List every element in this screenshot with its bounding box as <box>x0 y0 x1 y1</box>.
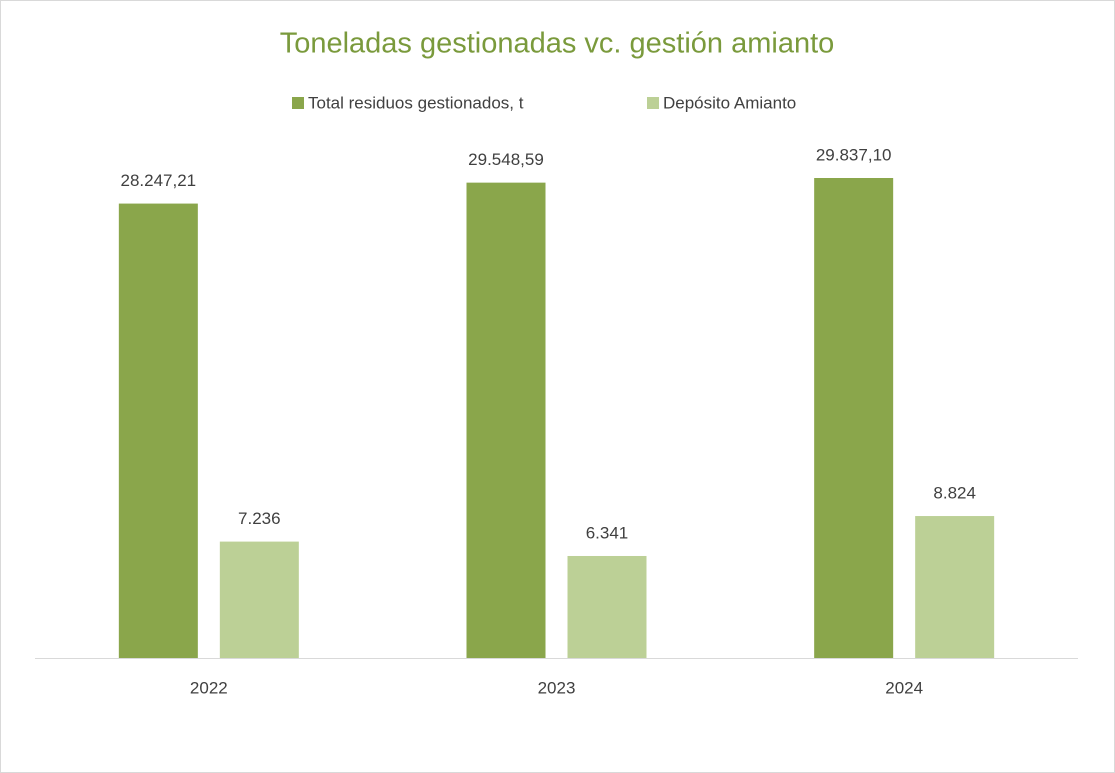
chart-title: Toneladas gestionadas vc. gestión amiant… <box>280 28 835 60</box>
legend-swatch <box>292 97 304 109</box>
legend-label: Total residuos gestionados, t <box>308 93 524 112</box>
bar <box>567 555 647 658</box>
x-tick-label: 2024 <box>885 678 923 697</box>
data-label: 29.837,10 <box>816 145 892 164</box>
x-tick-label: 2022 <box>190 678 228 697</box>
bar <box>118 203 198 658</box>
bar <box>915 516 995 658</box>
data-label: 28.247,21 <box>121 171 197 190</box>
data-label: 7.236 <box>238 509 281 528</box>
legend-label: Depósito Amianto <box>663 93 796 112</box>
legend-swatch <box>647 97 659 109</box>
data-label: 6.341 <box>586 523 629 542</box>
x-tick-label: 2023 <box>538 678 576 697</box>
data-label: 8.824 <box>933 484 976 503</box>
data-label: 29.548,59 <box>468 150 544 169</box>
bar <box>466 182 546 658</box>
bar <box>219 541 299 658</box>
bar <box>814 178 894 658</box>
